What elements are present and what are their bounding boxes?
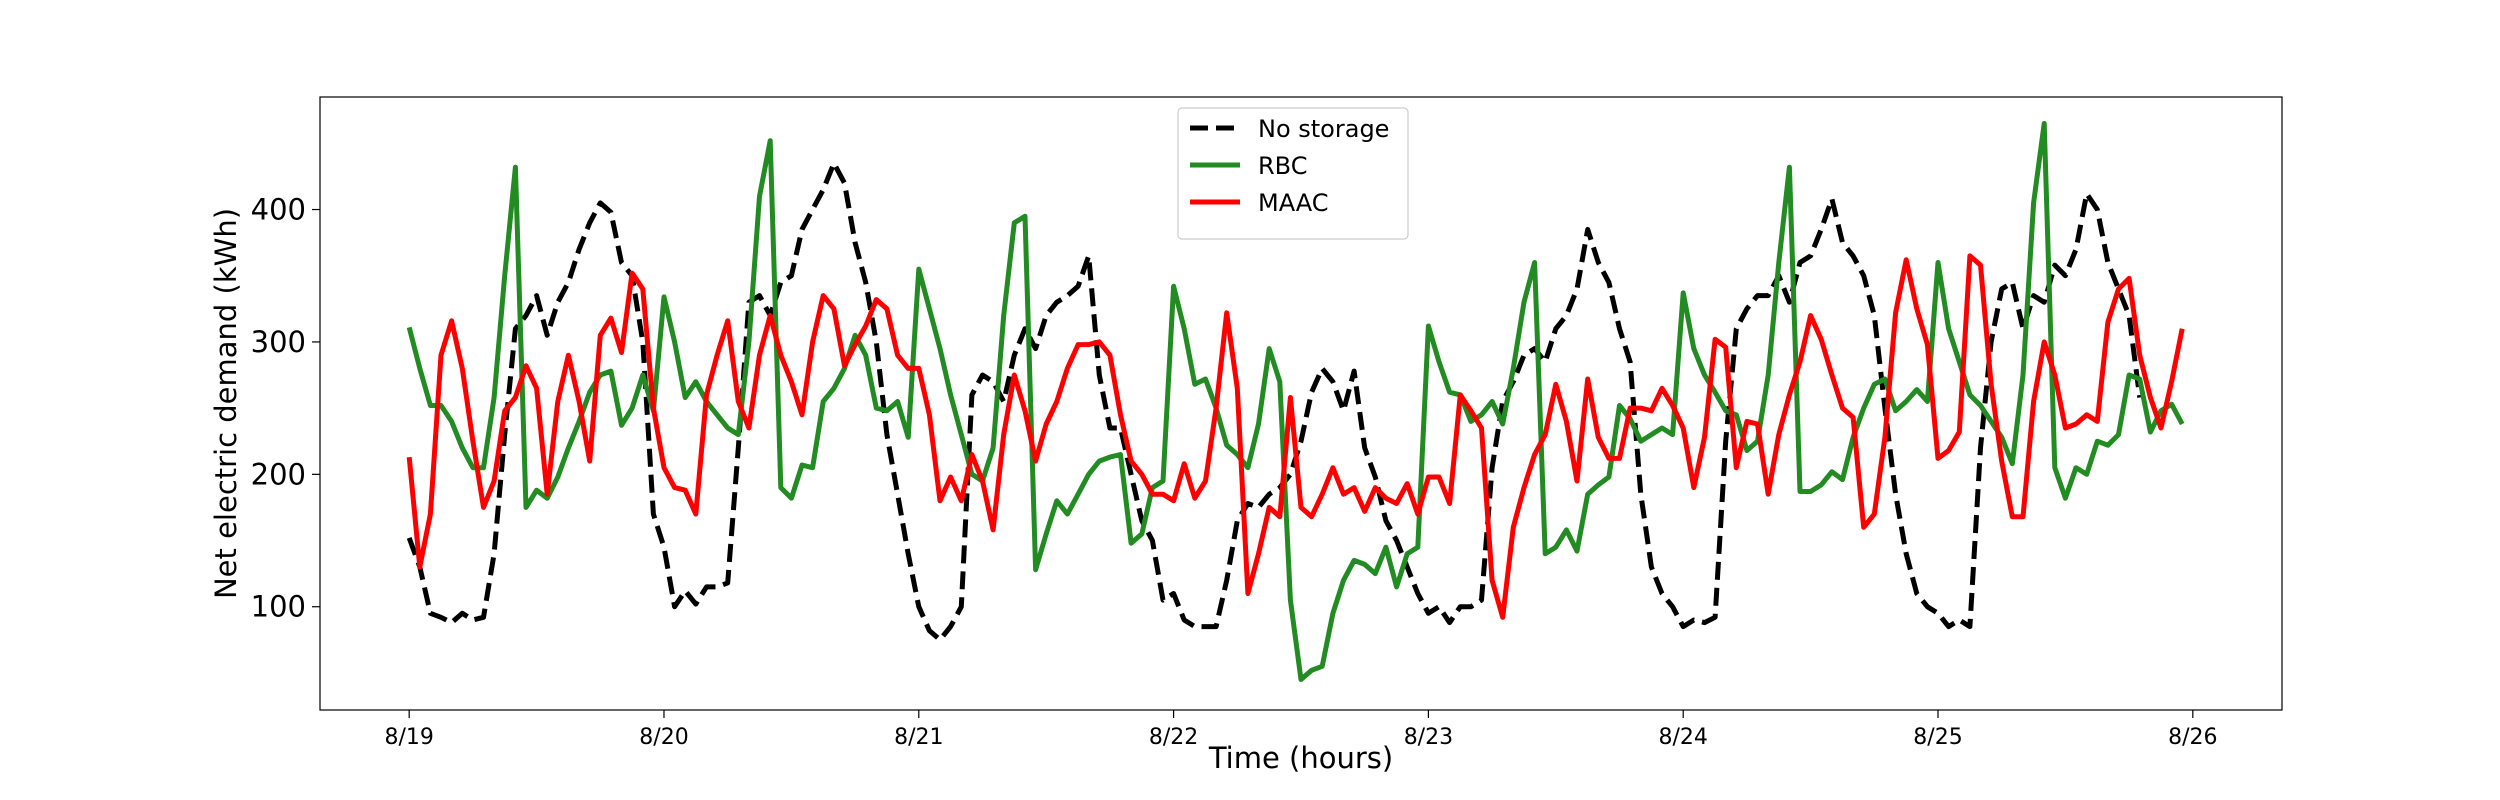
x-tick-label: 8/22 — [1149, 725, 1198, 750]
y-tick-label: 200 — [251, 457, 306, 491]
x-tick-label: 8/26 — [2168, 725, 2217, 750]
x-tick-label: 8/25 — [1913, 725, 1962, 750]
x-tick-label: 8/21 — [894, 725, 943, 750]
y-tick-label: 100 — [251, 590, 306, 624]
ticks-layer: 8/19 8/20 8/21 8/22 8/23 8/24 8/25 8/26 100 200 30… — [251, 193, 2218, 750]
legend-box — [1177, 107, 1409, 240]
legend-label: No storage — [1258, 115, 1389, 143]
series-line-no-storage — [406, 160, 2143, 643]
series-line-maac — [406, 253, 2185, 620]
y-tick-label: 400 — [251, 193, 306, 227]
legend: No storage RBC MAAC — [1177, 107, 1409, 240]
y-axis-label: Net electric demand (kWh) — [209, 208, 243, 599]
x-tick-label: 8/19 — [384, 725, 433, 750]
legend-label: MAAC — [1258, 189, 1329, 217]
legend-label: RBC — [1258, 152, 1307, 180]
plot-frame — [319, 96, 2283, 711]
series-layer — [406, 121, 2185, 682]
x-tick-label: 8/20 — [639, 725, 688, 750]
x-axis-label: Time (hours) — [1208, 741, 1393, 775]
x-tick-label: 8/24 — [1659, 725, 1708, 750]
y-tick-label: 300 — [251, 325, 306, 359]
x-tick-label: 8/23 — [1404, 725, 1453, 750]
